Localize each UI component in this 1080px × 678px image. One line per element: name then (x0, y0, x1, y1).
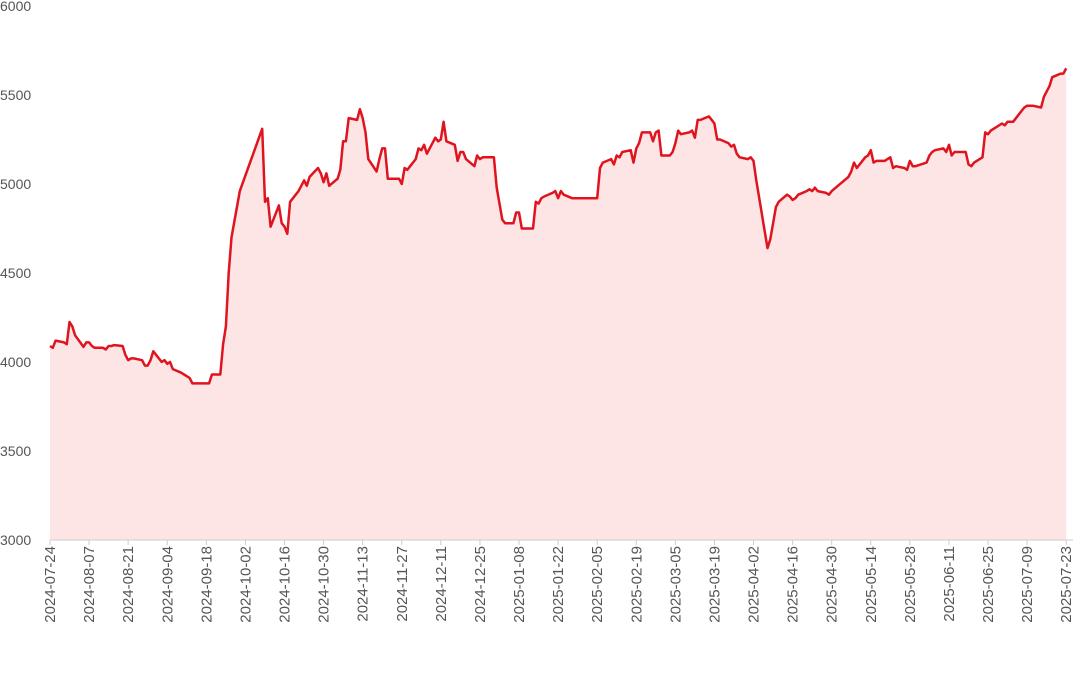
x-tick-label: 2025-02-19 (628, 546, 645, 623)
x-tick-label: 2024-08-07 (81, 546, 98, 623)
x-tick-label: 2025-05-28 (902, 546, 919, 623)
x-tick-label: 2024-10-30 (316, 546, 333, 623)
x-tick-label: 2025-04-30 (824, 546, 841, 623)
x-tick-label: 2024-12-25 (472, 546, 489, 623)
x-tick-label: 2025-05-14 (863, 546, 880, 623)
x-tick-label: 2024-10-16 (277, 546, 294, 623)
x-tick-label: 2024-12-11 (433, 546, 450, 622)
x-tick-label: 2025-03-05 (667, 546, 684, 623)
y-tick-label: 3000 (0, 532, 31, 548)
y-tick-label: 6000 (0, 0, 31, 14)
x-tick-label: 2024-09-18 (198, 546, 215, 623)
y-tick-label: 4000 (0, 354, 31, 370)
x-tick-label: 2024-11-13 (355, 546, 372, 622)
x-tick-label: 2025-06-25 (980, 546, 997, 623)
x-tick-label: 2025-04-02 (746, 546, 763, 623)
x-tick-label: 2025-01-08 (511, 546, 528, 623)
x-tick-label: 2025-04-16 (785, 546, 802, 623)
x-tick-label: 2025-06-11 (941, 546, 958, 622)
x-tick-label: 2025-01-22 (550, 546, 567, 623)
y-tick-label: 3500 (0, 443, 31, 459)
x-tick-label: 2025-02-05 (589, 546, 606, 623)
y-tick-label: 4500 (0, 265, 31, 281)
line (49, 67, 1068, 385)
x-tick-label: 2024-09-04 (159, 546, 176, 623)
area-fill (50, 68, 1067, 541)
y-tick-label: 5500 (0, 87, 31, 103)
x-tick-label: 2025-07-09 (1019, 546, 1036, 623)
x-tick-label: 2024-11-27 (394, 546, 411, 622)
y-tick-label: 5000 (0, 176, 31, 192)
x-tick-label: 2024-08-21 (120, 546, 137, 623)
x-tick-label: 2025-03-19 (706, 546, 723, 623)
x-tick-label: 2024-10-02 (237, 546, 254, 623)
x-tick-label: 2024-07-24 (42, 546, 59, 623)
x-tick-label: 2025-07-23 (1058, 546, 1075, 623)
